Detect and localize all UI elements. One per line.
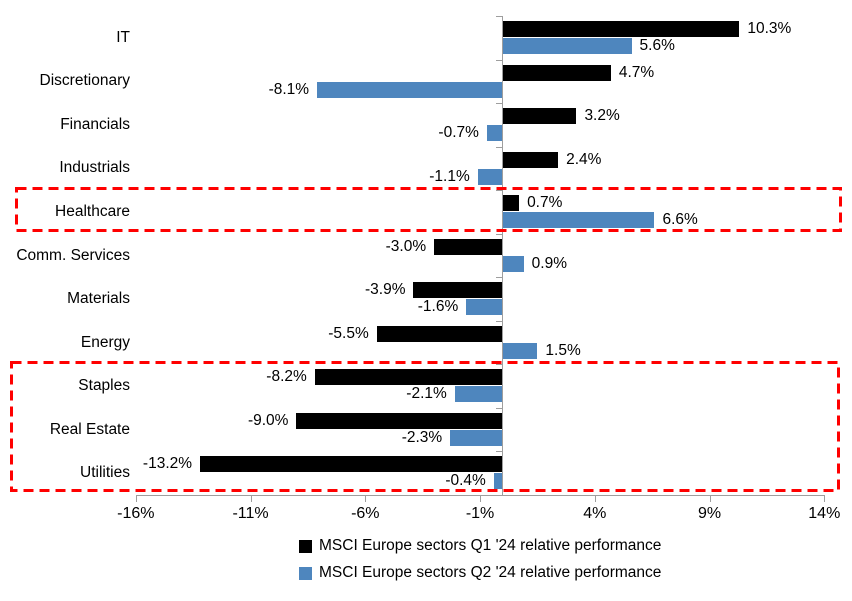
category-label: IT (116, 28, 130, 46)
x-axis-tick-label: -16% (117, 505, 155, 522)
category-label: Materials (67, 290, 130, 308)
legend-swatch-q1-icon (299, 539, 312, 553)
category-tick (496, 190, 503, 192)
bar-q2 (503, 255, 524, 272)
value-label: -1.1% (429, 167, 470, 185)
bar-q2 (503, 342, 538, 359)
value-label: 6.6% (662, 211, 698, 229)
legend-swatch-q2-icon (299, 566, 312, 580)
value-label: 1.5% (545, 341, 581, 359)
bar-q2 (450, 429, 503, 446)
bar-q1 (200, 456, 503, 473)
bar-q2 (477, 168, 503, 185)
value-label: -0.4% (445, 472, 486, 490)
category-label: Industrials (59, 159, 130, 177)
category-label: Staples (78, 377, 130, 395)
category-tick (496, 407, 503, 409)
bar-q1 (503, 21, 740, 37)
bar-q1 (503, 151, 559, 168)
legend-item-q2: MSCI Europe sectors Q2 '24 relative perf… (299, 564, 661, 582)
bar-q1 (503, 195, 520, 212)
value-label: 2.4% (566, 150, 602, 168)
value-label: -1.6% (417, 298, 459, 316)
bar-q1 (434, 238, 503, 255)
bar-q1 (413, 282, 503, 299)
category-label: Energy (80, 333, 130, 351)
x-axis-tick-label: 9% (697, 505, 722, 522)
value-label: -13.2% (142, 455, 193, 473)
value-label: -2.1% (406, 385, 447, 403)
bar-q2 (454, 386, 503, 403)
x-axis-tick (709, 495, 711, 502)
x-axis-tick-label: -1% (465, 505, 495, 522)
x-axis-tick (824, 495, 826, 502)
category-tick (496, 495, 503, 496)
value-label: -2.3% (401, 428, 443, 446)
legend-label-q1: MSCI Europe sectors Q1 '24 relative perf… (319, 537, 662, 554)
category-tick (496, 451, 503, 453)
value-label: -3.0% (385, 237, 427, 255)
legend-item-q1: MSCI Europe sectors Q1 '24 relative perf… (299, 537, 661, 555)
value-label: 0.9% (531, 254, 567, 272)
category-tick (496, 16, 503, 17)
value-label: 3.2% (584, 107, 620, 125)
bar-q1 (503, 108, 577, 125)
category-label: Discretionary (39, 72, 130, 90)
category-tick (496, 364, 503, 366)
value-label: 0.7% (527, 194, 563, 212)
category-axis-line (502, 16, 503, 495)
value-label: -8.2% (266, 368, 307, 386)
value-label: 4.7% (618, 63, 655, 81)
value-label: 10.3% (747, 20, 792, 37)
category-tick (496, 59, 503, 61)
category-label: Real Estate (49, 420, 130, 438)
x-axis-tick (250, 495, 252, 502)
bar-q2 (466, 299, 503, 316)
x-axis-tick-label: 14% (808, 505, 841, 522)
category-label: Healthcare (55, 202, 130, 220)
value-label: -8.1% (268, 80, 310, 98)
category-tick (496, 103, 503, 105)
value-label: -9.0% (247, 411, 289, 429)
bar-q1 (376, 325, 503, 342)
category-tick (496, 277, 503, 279)
bar-q1 (503, 64, 611, 81)
bar-q2 (503, 212, 655, 229)
bar-q2 (486, 125, 503, 142)
x-axis-tick (480, 495, 482, 502)
value-label: -0.7% (438, 124, 479, 142)
category-tick (496, 146, 503, 148)
x-axis-tick (594, 495, 596, 502)
bar-q2 (503, 38, 632, 54)
category-label: Comm. Services (16, 246, 130, 264)
x-axis-tick-label: -6% (351, 505, 380, 522)
bar-q2 (317, 81, 503, 98)
value-label: -5.5% (328, 324, 369, 342)
category-label: Financials (60, 115, 130, 133)
x-axis-tick-label: -11% (232, 505, 269, 522)
x-axis-tick-label: 4% (583, 505, 607, 522)
x-axis-tick (365, 495, 367, 502)
bar-q1 (296, 412, 503, 429)
bar-q1 (314, 369, 503, 386)
legend-label-q2: MSCI Europe sectors Q2 '24 relative perf… (319, 564, 662, 581)
category-tick (496, 320, 503, 322)
x-axis-tick (135, 495, 137, 502)
value-label: 5.6% (639, 37, 675, 54)
category-tick (496, 233, 503, 235)
value-label: -3.9% (364, 281, 406, 299)
